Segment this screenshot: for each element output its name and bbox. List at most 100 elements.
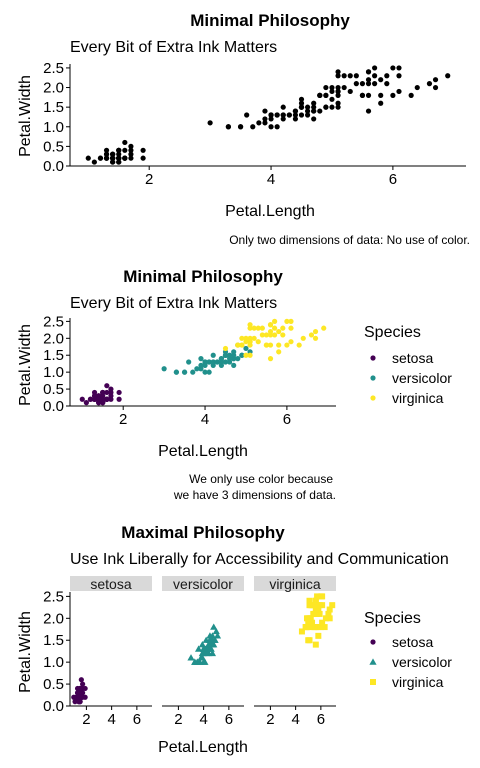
data-point-virginica bbox=[315, 632, 322, 639]
data-point-virginica bbox=[306, 624, 313, 631]
data-point-virginica bbox=[326, 606, 333, 613]
data-point-versicolor bbox=[181, 369, 188, 375]
data-point-virginica bbox=[267, 322, 274, 328]
data-point-virginica bbox=[300, 335, 306, 341]
data-point-virginica bbox=[365, 81, 372, 87]
data-point-versicolor bbox=[202, 369, 208, 375]
data-point-versicolor bbox=[231, 352, 237, 358]
data-point-versicolor bbox=[268, 124, 274, 130]
data-point-versicolor bbox=[213, 632, 222, 639]
data-point-setosa bbox=[110, 155, 116, 161]
data-point-versicolor bbox=[161, 366, 167, 372]
x-tick-label: 4 bbox=[267, 171, 275, 188]
x-tick-label: 2 bbox=[82, 711, 90, 728]
data-point-virginica bbox=[353, 73, 359, 79]
data-point-versicolor bbox=[262, 116, 268, 122]
data-point-versicolor bbox=[280, 112, 286, 118]
chart-3-legend-title: Species bbox=[364, 610, 421, 627]
data-point-virginica bbox=[312, 606, 319, 613]
y-tick-label: 2.0 bbox=[43, 330, 64, 347]
data-point-versicolor bbox=[280, 116, 286, 122]
y-tick-label: 0.0 bbox=[43, 698, 64, 715]
data-point-virginica bbox=[384, 73, 390, 79]
chart-3-ylabel: Petal.Width bbox=[17, 611, 34, 693]
data-point-versicolor bbox=[196, 658, 204, 665]
data-point-virginica bbox=[284, 342, 290, 348]
data-point-virginica bbox=[316, 602, 323, 609]
data-point-virginica bbox=[365, 69, 372, 75]
data-point-virginica bbox=[372, 65, 378, 71]
facet-versicolor: versicolor 2 4 6 bbox=[162, 576, 244, 728]
facet-virginica: virginica 2 4 6 bbox=[254, 576, 336, 728]
facet-strip-label-versicolor: versicolor bbox=[173, 576, 233, 592]
y-tick-label: 2.5 bbox=[43, 60, 64, 77]
data-point-virginica bbox=[276, 328, 282, 335]
data-point-versicolor bbox=[227, 356, 233, 362]
data-point-setosa bbox=[100, 396, 106, 402]
data-point-versicolor bbox=[207, 120, 213, 126]
data-point-versicolor bbox=[298, 104, 305, 110]
data-point-versicolor bbox=[210, 352, 216, 358]
data-point-versicolor bbox=[250, 124, 256, 130]
data-point-versicolor bbox=[194, 645, 203, 652]
data-point-versicolor bbox=[173, 369, 179, 375]
y-tick-label: 1.0 bbox=[43, 654, 64, 671]
data-point-virginica bbox=[341, 84, 347, 91]
chart-3-legend: Species setosa versicolor virginica bbox=[364, 610, 452, 690]
data-point-virginica bbox=[325, 610, 332, 617]
x-tick-label: 4 bbox=[199, 711, 207, 728]
data-point-virginica bbox=[335, 84, 341, 91]
data-point-virginica bbox=[322, 615, 329, 622]
data-point-versicolor bbox=[208, 636, 217, 643]
y-tick-label: 1.5 bbox=[43, 99, 64, 116]
data-point-versicolor bbox=[335, 100, 341, 106]
data-point-virginica bbox=[306, 597, 313, 604]
data-point-setosa bbox=[116, 396, 122, 402]
data-point-virginica bbox=[323, 84, 329, 91]
data-point-virginica bbox=[284, 318, 290, 324]
y-tick-label: 2.0 bbox=[43, 610, 64, 627]
data-point-versicolor bbox=[243, 345, 249, 352]
data-point-virginica bbox=[321, 624, 328, 631]
legend-key-virginica bbox=[370, 395, 376, 401]
data-point-virginica bbox=[267, 328, 274, 335]
data-point-setosa bbox=[108, 386, 114, 392]
data-point-virginica bbox=[311, 624, 318, 631]
data-point-virginica bbox=[272, 325, 278, 331]
data-point-virginica bbox=[310, 610, 317, 617]
data-point-virginica bbox=[396, 88, 402, 95]
chart-2: Minimal Philosophy Every Bit of Extra In… bbox=[17, 267, 452, 502]
data-point-virginica bbox=[378, 92, 384, 98]
data-point-virginica bbox=[329, 104, 335, 110]
data-point-versicolor bbox=[201, 645, 209, 652]
data-point-virginica bbox=[347, 73, 353, 79]
data-point-versicolor bbox=[292, 116, 299, 122]
data-point-virginica bbox=[353, 81, 359, 87]
data-point-virginica bbox=[307, 615, 314, 622]
data-point-versicolor bbox=[244, 112, 250, 118]
data-point-virginica bbox=[276, 349, 282, 355]
data-point-virginica bbox=[247, 352, 253, 358]
data-point-versicolor bbox=[206, 359, 212, 365]
x-tick-label: 6 bbox=[389, 171, 397, 188]
facet-strip-label-virginica: virginica bbox=[269, 576, 321, 592]
data-point-versicolor bbox=[311, 108, 317, 114]
data-point-virginica bbox=[251, 325, 257, 331]
data-point-virginica bbox=[288, 325, 294, 331]
data-point-versicolor bbox=[218, 362, 225, 368]
data-point-versicolor bbox=[206, 369, 212, 375]
y-tick-label: 1.5 bbox=[43, 632, 64, 649]
chart-1-xlabel: Petal.Length bbox=[225, 203, 315, 220]
data-point-setosa bbox=[122, 155, 128, 161]
x-tick-label: 4 bbox=[201, 411, 209, 428]
legend-key-setosa bbox=[370, 639, 376, 645]
legend-label-virginica: virginica bbox=[392, 674, 444, 690]
legend-label-virginica: virginica bbox=[392, 390, 444, 406]
chart-2-xlabel: Petal.Length bbox=[158, 443, 248, 460]
x-tick-label: 2 bbox=[174, 711, 182, 728]
data-point-versicolor bbox=[201, 658, 209, 665]
facet-strip-versicolor bbox=[162, 576, 244, 591]
data-point-setosa bbox=[97, 155, 104, 161]
data-point-virginica bbox=[235, 342, 241, 348]
data-point-setosa bbox=[128, 147, 134, 153]
